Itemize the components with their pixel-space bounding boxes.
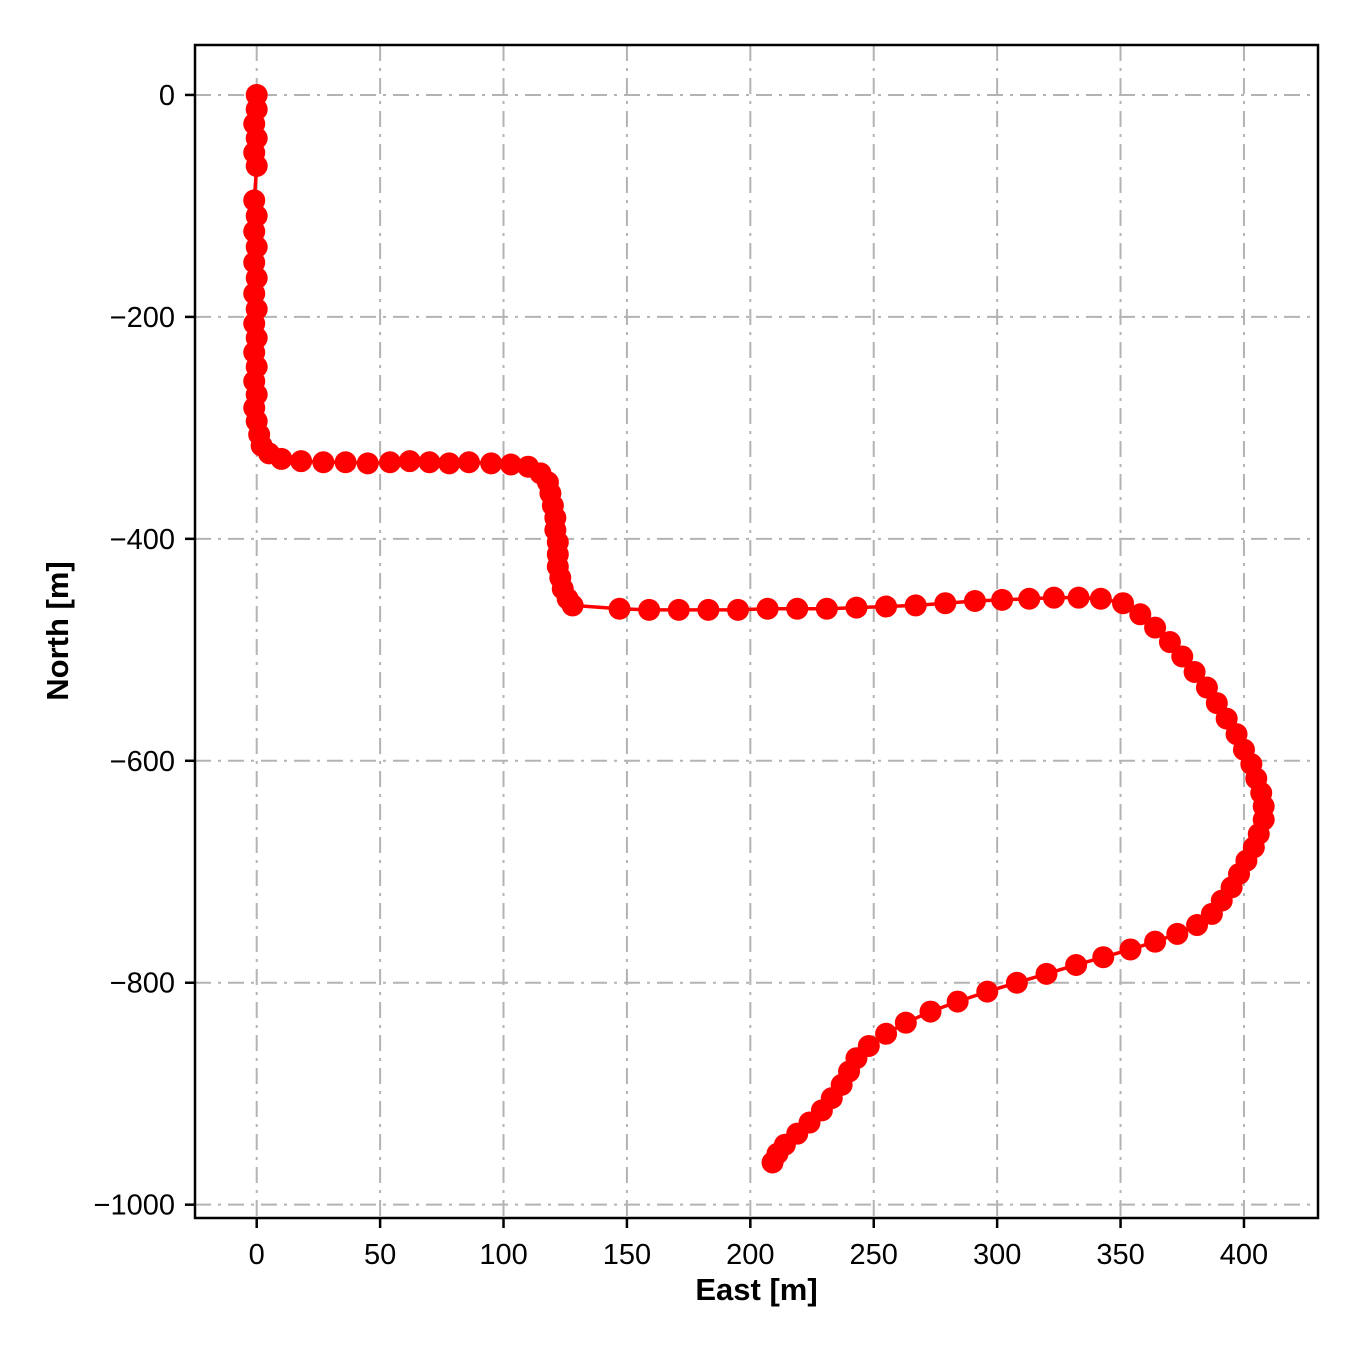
x-tick-label: 400 [1220, 1239, 1268, 1271]
trajectory-marker [1129, 603, 1152, 626]
trajectory-marker [815, 597, 838, 620]
trajectory-marker [875, 595, 898, 618]
y-axis-label: North [m] [40, 561, 75, 701]
y-tick-label: −1000 [94, 1190, 175, 1222]
trajectory-marker [480, 452, 503, 475]
trajectory-marker [1183, 661, 1206, 684]
trajectory-marker [726, 598, 749, 621]
x-tick-label: 100 [479, 1239, 527, 1271]
y-tick-label: −600 [110, 746, 175, 778]
trajectory-marker [1092, 946, 1115, 969]
x-tick-label: 300 [973, 1239, 1021, 1271]
trajectory-marker [919, 1000, 942, 1023]
trajectory-marker [499, 453, 522, 476]
trajectory-marker [438, 452, 461, 475]
trajectory-marker [1144, 930, 1167, 953]
trajectory-marker [845, 596, 868, 619]
trajectory-marker [1042, 586, 1065, 609]
trajectory-marker [418, 451, 441, 474]
trajectory-marker [398, 450, 421, 473]
x-tick-label: 0 [249, 1239, 265, 1271]
trajectory-marker [1112, 592, 1135, 615]
trajectory-marker [378, 451, 401, 474]
trajectory-marker [608, 597, 631, 620]
trajectory-marker [1035, 962, 1058, 985]
trajectory-marker [270, 447, 293, 470]
trajectory-marker [1067, 586, 1090, 609]
trajectory-marker [1186, 914, 1209, 937]
trajectory-marker [875, 1022, 898, 1045]
trajectory-marker [561, 594, 584, 617]
trajectory-marker [290, 450, 313, 473]
x-tick-label: 150 [603, 1239, 651, 1271]
trajectory-marker [638, 598, 661, 621]
trajectory-marker [761, 1151, 784, 1174]
trajectory-marker [1144, 616, 1167, 639]
trajectory-marker [245, 154, 268, 177]
trajectory-marker [1171, 645, 1194, 668]
x-axis-label: East [m] [695, 1272, 818, 1307]
trajectory-marker [697, 598, 720, 621]
trajectory-marker [1018, 587, 1041, 610]
trajectory-marker [976, 980, 999, 1003]
x-tick-label: 200 [726, 1239, 774, 1271]
x-tick-label: 350 [1096, 1239, 1144, 1271]
trajectory-marker [667, 598, 690, 621]
trajectory-marker [904, 594, 927, 617]
trajectory-marker [1089, 587, 1112, 610]
trajectory-marker [963, 589, 986, 612]
trajectory-marker [457, 451, 480, 474]
trajectory-marker [334, 451, 357, 474]
trajectory-marker [1065, 953, 1088, 976]
trajectory-marker [991, 588, 1014, 611]
y-tick-label: −800 [110, 968, 175, 1000]
trajectory-marker [786, 597, 809, 620]
y-tick-label: 0 [159, 80, 175, 112]
trajectory-marker [1158, 631, 1181, 654]
x-tick-label: 50 [364, 1239, 396, 1271]
x-tick-label: 250 [850, 1239, 898, 1271]
trajectory-marker [1005, 971, 1028, 994]
trajectory-marker [1119, 938, 1142, 961]
trajectory-marker [356, 452, 379, 475]
plot-frame [193, 43, 1320, 1220]
trajectory-marker [1166, 922, 1189, 945]
trajectory-marker [894, 1011, 917, 1034]
trajectory-marker [934, 592, 957, 615]
y-tick-label: −200 [110, 302, 175, 334]
trajectory-line [252, 93, 1266, 1165]
trajectory-marker [756, 597, 779, 620]
trajectory-marker [312, 451, 335, 474]
trajectory-marker [946, 990, 969, 1013]
y-tick-label: −400 [110, 524, 175, 556]
